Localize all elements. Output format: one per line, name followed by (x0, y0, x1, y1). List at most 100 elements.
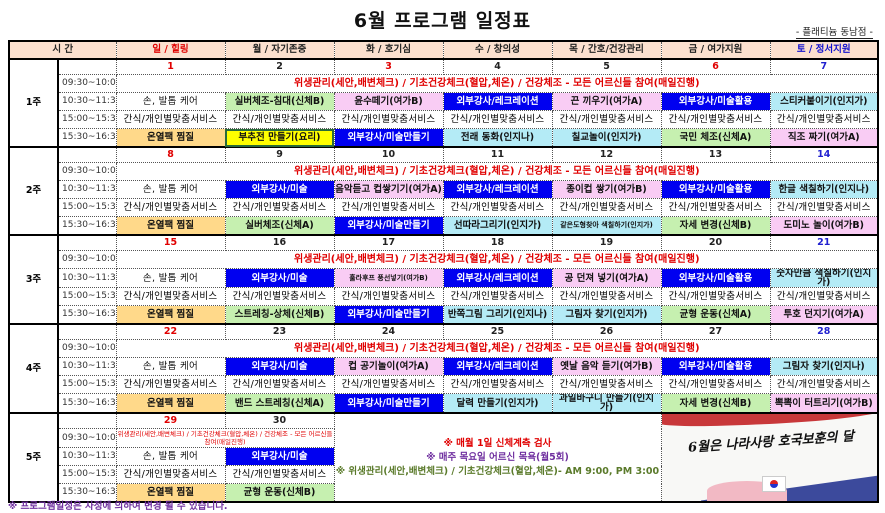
activity-cell[interactable]: 한글 색칠하기(인지나) (769, 180, 879, 199)
activity-cell[interactable]: 온열팩 찜질 (115, 128, 226, 148)
activity-cell[interactable]: 스트레칭-상체(신체B) (224, 305, 335, 325)
snack-cell[interactable]: 간식/개인별맞춤서비스 (660, 375, 771, 394)
activity-cell[interactable]: 부추전 만들기(요리) (224, 128, 335, 148)
activity-cell[interactable]: 자세 변경(신체B) (660, 393, 771, 414)
activity-cell[interactable]: 선따라그리기(인지가) (442, 216, 553, 236)
activity-cell[interactable]: 훌라후프 풍선넣기(여가B) (333, 268, 444, 288)
snack-cell[interactable]: 간식/개인별맞춤서비스 (224, 287, 335, 306)
activity-cell[interactable]: 외부강사/미술활용 (660, 268, 771, 288)
snack-cell[interactable]: 간식/개인별맞춤서비스 (333, 375, 444, 394)
activity-cell[interactable]: 종이컵 쌓기(여가B) (551, 180, 662, 199)
date-cell: 15 (115, 234, 226, 251)
note-line: ※ 매월 1일 신체계측 검사 (443, 437, 552, 449)
activity-cell[interactable]: 컵 공기놀이(여가A) (333, 357, 444, 376)
morning-row: 10:30~11:30 손, 발톱 케어 외부강사/미술 훌라후프 풍선넣기(여가B)… (9, 268, 879, 288)
snack-cell[interactable]: 간식/개인별맞춤서비스 (333, 198, 444, 217)
activity-cell[interactable]: 옛날 음악 듣기(여가B) (551, 357, 662, 376)
snack-cell[interactable]: 간식/개인별맞춤서비스 (551, 110, 662, 129)
activity-cell[interactable]: 외부강사/레크레이션 (442, 92, 553, 111)
activity-cell[interactable]: 손, 발톱 케어 (115, 268, 226, 288)
activity-cell[interactable]: 투호 던지기(여가A) (769, 305, 879, 325)
activity-cell[interactable]: 손, 발톱 케어 (115, 180, 226, 199)
snack-cell[interactable]: 간식/개인별맞춤서비스 (769, 375, 879, 394)
snack-cell[interactable]: 간식/개인별맞춤서비스 (224, 375, 335, 394)
activity-cell[interactable]: 손, 발톱 케어 (115, 447, 226, 466)
snack-cell[interactable]: 간식/개인별맞춤서비스 (551, 198, 662, 217)
activity-cell[interactable]: 손, 발톱 케어 (115, 357, 226, 376)
snack-cell[interactable]: 간식/개인별맞춤서비스 (333, 110, 444, 129)
activity-cell[interactable]: 윤수떼기(여가B) (333, 92, 444, 111)
activity-cell[interactable]: 그림자 찾기(인지가) (551, 305, 662, 325)
snack-cell[interactable]: 간식/개인별맞춤서비스 (333, 287, 444, 306)
activity-cell[interactable]: 온열팩 찜질 (115, 483, 226, 503)
snack-cell[interactable]: 간식/개인별맞춤서비스 (115, 287, 226, 306)
snack-cell[interactable]: 간식/개인별맞춤서비스 (660, 198, 771, 217)
time-slot: 15:00~15:30 (57, 198, 117, 217)
activity-cell[interactable]: 같은도형찾아 색칠하기(인지가) (551, 216, 662, 236)
snack-cell[interactable]: 간식/개인별맞춤서비스 (224, 198, 335, 217)
activity-cell[interactable]: 외부강사/미술 (224, 447, 335, 466)
afternoon-row: 15:30~16:30 온열팩 찜질 실버체조(신체A) 외부강사/미술만들기 선따라그… (9, 216, 879, 236)
activity-cell[interactable]: 음악듣고 컵쌓기기(여가A) (333, 180, 444, 199)
snack-cell[interactable]: 간식/개인별맞춤서비스 (115, 375, 226, 394)
snack-cell[interactable]: 간식/개인별맞춤서비스 (551, 287, 662, 306)
snack-cell[interactable]: 간식/개인별맞춤서비스 (769, 287, 879, 306)
activity-cell[interactable]: 외부강사/미술활용 (660, 180, 771, 199)
activity-cell[interactable]: 외부강사/미술활용 (660, 357, 771, 376)
activity-cell[interactable]: 숫자만큼 색칠하기(인지가) (769, 268, 879, 288)
activity-cell[interactable]: 손, 발톱 케어 (115, 92, 226, 111)
activity-cell[interactable]: 외부강사/미술만들기 (333, 128, 444, 148)
activity-cell[interactable]: 외부강사/레크레이션 (442, 268, 553, 288)
snack-cell[interactable]: 간식/개인별맞춤서비스 (769, 198, 879, 217)
snack-cell[interactable]: 간식/개인별맞춤서비스 (660, 287, 771, 306)
time-slot: 15:00~15:30 (57, 465, 117, 484)
activity-cell[interactable]: 외부강사/미술활용 (660, 92, 771, 111)
activity-cell[interactable]: 균형 운동(신체A) (660, 305, 771, 325)
activity-cell[interactable]: 국민 체조(신체A) (660, 128, 771, 148)
activity-cell[interactable]: 외부강사/레크레이션 (442, 357, 553, 376)
snack-cell[interactable]: 간식/개인별맞춤서비스 (442, 198, 553, 217)
activity-cell[interactable]: 직조 짜기(여가A) (769, 128, 879, 148)
snack-cell[interactable]: 간식/개인별맞춤서비스 (442, 110, 553, 129)
activity-cell[interactable]: 외부강사/미술 (224, 180, 335, 199)
week-label: 1주 (8, 58, 59, 148)
activity-cell[interactable]: 외부강사/미술만들기 (333, 393, 444, 414)
snack-cell[interactable]: 간식/개인별맞춤서비스 (224, 465, 335, 484)
activity-cell[interactable]: 전래 동화(인지나) (442, 128, 553, 148)
activity-cell[interactable]: 외부강사/미술만들기 (333, 216, 444, 236)
activity-cell[interactable]: 온열팩 찜질 (115, 393, 226, 414)
snack-cell[interactable]: 간식/개인별맞춤서비스 (115, 110, 226, 129)
date-cell: 21 (769, 234, 879, 251)
snack-cell[interactable]: 간식/개인별맞춤서비스 (660, 110, 771, 129)
activity-cell[interactable]: 공 던져 넣기(여가A) (551, 268, 662, 288)
date-cell: 25 (442, 323, 553, 340)
snack-cell[interactable]: 간식/개인별맞춤서비스 (442, 375, 553, 394)
activity-cell[interactable]: 밴드 스트레칭(신체A) (224, 393, 335, 414)
activity-cell[interactable]: 실버체조(신체A) (224, 216, 335, 236)
activity-cell[interactable]: 그림자 찾기(인지나) (769, 357, 879, 376)
activity-cell[interactable]: 달력 만들기(인지가) (442, 393, 553, 414)
activity-cell[interactable]: 스티커붙이기(인지가) (769, 92, 879, 111)
snack-cell[interactable]: 간식/개인별맞춤서비스 (769, 110, 879, 129)
activity-cell[interactable]: 칠교놀이(인지가) (551, 128, 662, 148)
activity-cell[interactable]: 외부강사/레크레이션 (442, 180, 553, 199)
snack-cell[interactable]: 간식/개인별맞춤서비스 (551, 375, 662, 394)
snack-cell[interactable]: 간식/개인별맞춤서비스 (442, 287, 553, 306)
activity-cell[interactable]: 균형 운동(신체B) (224, 483, 335, 503)
activity-cell[interactable]: 과일바구니 만들기(인지가) (551, 393, 662, 414)
activity-cell[interactable]: 온열팩 찜질 (115, 305, 226, 325)
activity-cell[interactable]: 외부강사/미술 (224, 268, 335, 288)
activity-cell[interactable]: 외부강사/미술 (224, 357, 335, 376)
activity-cell[interactable]: 외부강사/미술만들기 (333, 305, 444, 325)
snack-cell[interactable]: 간식/개인별맞춤서비스 (115, 465, 226, 484)
snack-cell[interactable]: 간식/개인별맞춤서비스 (224, 110, 335, 129)
activity-cell[interactable]: 반쪽그림 그리기(인지나) (442, 305, 553, 325)
activity-cell[interactable]: 끈 끼우기(여가A) (551, 92, 662, 111)
activity-cell[interactable]: 도미노 놀이(여가B) (769, 216, 879, 236)
activity-cell[interactable]: 온열팩 찜질 (115, 216, 226, 236)
activity-cell[interactable]: 실버체조-침대(신체B) (224, 92, 335, 111)
time-slot: 09:30~10:00 (57, 250, 117, 269)
activity-cell[interactable]: 뽁뽁이 터트리기(여가B) (769, 393, 879, 414)
activity-cell[interactable]: 자세 변경(신체B) (660, 216, 771, 236)
snack-cell[interactable]: 간식/개인별맞춤서비스 (115, 198, 226, 217)
